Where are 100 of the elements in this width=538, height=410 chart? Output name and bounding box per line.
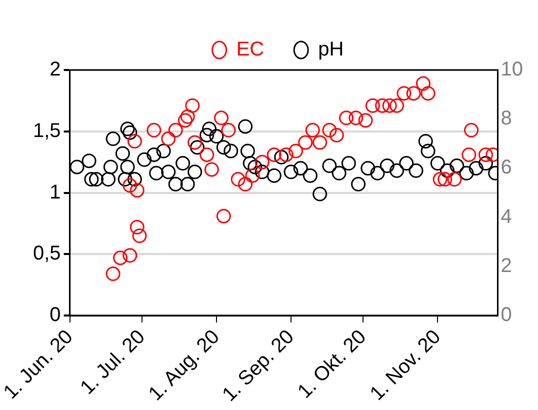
x-tick-label: 1. Jun. 20 — [0, 326, 78, 404]
point — [380, 158, 394, 174]
point — [382, 98, 397, 113]
point — [351, 176, 366, 192]
point — [298, 135, 313, 150]
point — [130, 220, 144, 234]
point — [82, 154, 96, 168]
point — [118, 172, 132, 187]
point — [266, 147, 282, 162]
point — [156, 144, 171, 158]
point — [312, 135, 328, 150]
point — [122, 178, 138, 193]
point — [146, 122, 162, 138]
point — [178, 113, 192, 128]
point — [478, 156, 493, 171]
point — [168, 176, 183, 192]
point — [305, 122, 320, 138]
point — [432, 172, 448, 187]
point — [190, 140, 204, 155]
point — [149, 166, 164, 180]
point — [322, 122, 337, 138]
point — [339, 110, 354, 126]
point — [399, 156, 414, 171]
point — [322, 158, 337, 174]
point — [248, 160, 262, 174]
point — [122, 125, 138, 140]
point — [188, 164, 202, 180]
point — [440, 163, 455, 178]
point — [430, 156, 445, 171]
point — [146, 147, 162, 162]
point — [202, 122, 216, 136]
point — [390, 98, 404, 113]
point — [200, 128, 214, 142]
point — [130, 183, 144, 198]
point — [120, 160, 135, 174]
y2-tick-label: 8 — [500, 108, 512, 130]
point — [450, 158, 464, 174]
point — [137, 152, 152, 167]
point — [238, 176, 253, 192]
point — [176, 156, 190, 171]
legend-label: pH — [318, 38, 344, 61]
point — [180, 109, 195, 124]
point — [341, 156, 356, 171]
point — [214, 110, 229, 126]
point — [115, 146, 130, 161]
point — [464, 122, 479, 138]
y2-tick-label: 0 — [500, 304, 512, 326]
point — [447, 172, 462, 187]
point — [240, 144, 255, 158]
point — [420, 144, 436, 158]
point — [209, 129, 224, 144]
y-tick-label: 0,5 — [32, 242, 61, 265]
point — [113, 250, 128, 266]
legend-label: EC — [236, 38, 264, 61]
point — [216, 140, 231, 155]
point — [70, 160, 84, 174]
point — [127, 134, 142, 148]
point — [106, 266, 120, 282]
point — [188, 135, 202, 150]
point — [120, 122, 135, 136]
point — [370, 166, 385, 180]
point — [293, 160, 308, 176]
point — [180, 176, 195, 192]
point — [312, 186, 328, 202]
point — [284, 164, 298, 180]
point — [168, 122, 183, 138]
point — [204, 162, 219, 177]
y2-tick-label: 10 — [500, 58, 524, 81]
point — [302, 168, 318, 183]
point — [254, 154, 270, 170]
point — [103, 160, 118, 174]
point — [216, 208, 231, 224]
y-tick-label: 0 — [50, 304, 61, 326]
y-tick-label: 2 — [50, 58, 61, 81]
point — [329, 128, 344, 142]
y-tick-label: 1 — [50, 181, 61, 204]
y2-tick-label: 4 — [500, 206, 512, 228]
point — [161, 132, 176, 146]
point — [459, 166, 474, 180]
point — [278, 147, 294, 162]
point — [416, 76, 430, 91]
point — [274, 150, 289, 164]
point — [224, 144, 238, 158]
point — [127, 172, 142, 187]
point — [375, 98, 390, 113]
point — [406, 86, 421, 101]
point — [438, 172, 452, 187]
point — [238, 119, 253, 134]
point — [230, 172, 246, 187]
point — [358, 113, 373, 128]
point — [360, 160, 376, 176]
point — [478, 147, 493, 162]
point — [408, 163, 424, 178]
point — [266, 168, 282, 183]
point — [101, 172, 116, 187]
point — [390, 163, 404, 178]
point — [132, 228, 147, 243]
point — [462, 147, 476, 162]
point — [396, 86, 412, 101]
point — [84, 172, 99, 187]
